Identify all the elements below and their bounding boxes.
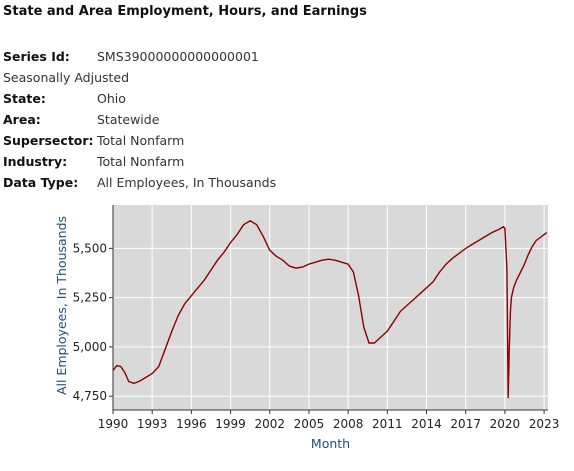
meta-label: Data Type: — [3, 175, 79, 190]
gridlines — [112, 205, 548, 410]
meta-value: Statewide — [97, 112, 160, 127]
y-axis: 4,750 5,000 5,250 5,500 — [73, 205, 114, 410]
x-tick-label: 2002 — [254, 417, 285, 431]
y-tick-label: 5,250 — [73, 291, 107, 305]
y-tick-label: 5,000 — [73, 340, 107, 354]
x-tick-label: 2023 — [529, 417, 560, 431]
y-axis-label: All Employees, In Thousands — [54, 216, 69, 395]
meta-value: SMS39000000000000001 — [97, 49, 259, 64]
x-axis: 1990 1993 1996 1999 2002 2005 2008 2011 2014 2017… — [98, 409, 560, 431]
x-tick-label: 2005 — [294, 417, 325, 431]
x-tick-label: 1993 — [137, 417, 168, 431]
x-tick-label: 2014 — [411, 417, 442, 431]
meta-value: Total Nonfarm — [97, 133, 185, 148]
x-tick-label: 1996 — [176, 417, 207, 431]
meta-value: Ohio — [97, 91, 126, 106]
meta-label: Area: — [3, 112, 41, 127]
meta-value: Seasonally Adjusted — [3, 70, 130, 85]
meta-label: Series Id: — [3, 49, 70, 64]
meta-value: Total Nonfarm — [97, 154, 185, 169]
x-axis-label: Month — [311, 436, 350, 451]
series-line — [112, 219, 548, 399]
plot-area — [113, 205, 548, 410]
meta-label: Industry: — [3, 154, 68, 169]
x-tick-label: 2017 — [450, 417, 481, 431]
page-title: State and Area Employment, Hours, and Ea… — [3, 4, 367, 19]
x-tick-label: 1990 — [98, 417, 129, 431]
y-tick-label: 4,750 — [73, 389, 107, 403]
x-tick-label: 1999 — [215, 417, 246, 431]
x-tick-label: 2008 — [333, 417, 364, 431]
x-tick-label: 2011 — [372, 417, 403, 431]
x-tick-label: 2020 — [490, 417, 521, 431]
meta-value: All Employees, In Thousands — [97, 175, 277, 190]
meta-label: Supersector: — [3, 133, 94, 148]
meta-label: State: — [3, 91, 46, 106]
y-tick-label: 5,500 — [73, 241, 107, 255]
